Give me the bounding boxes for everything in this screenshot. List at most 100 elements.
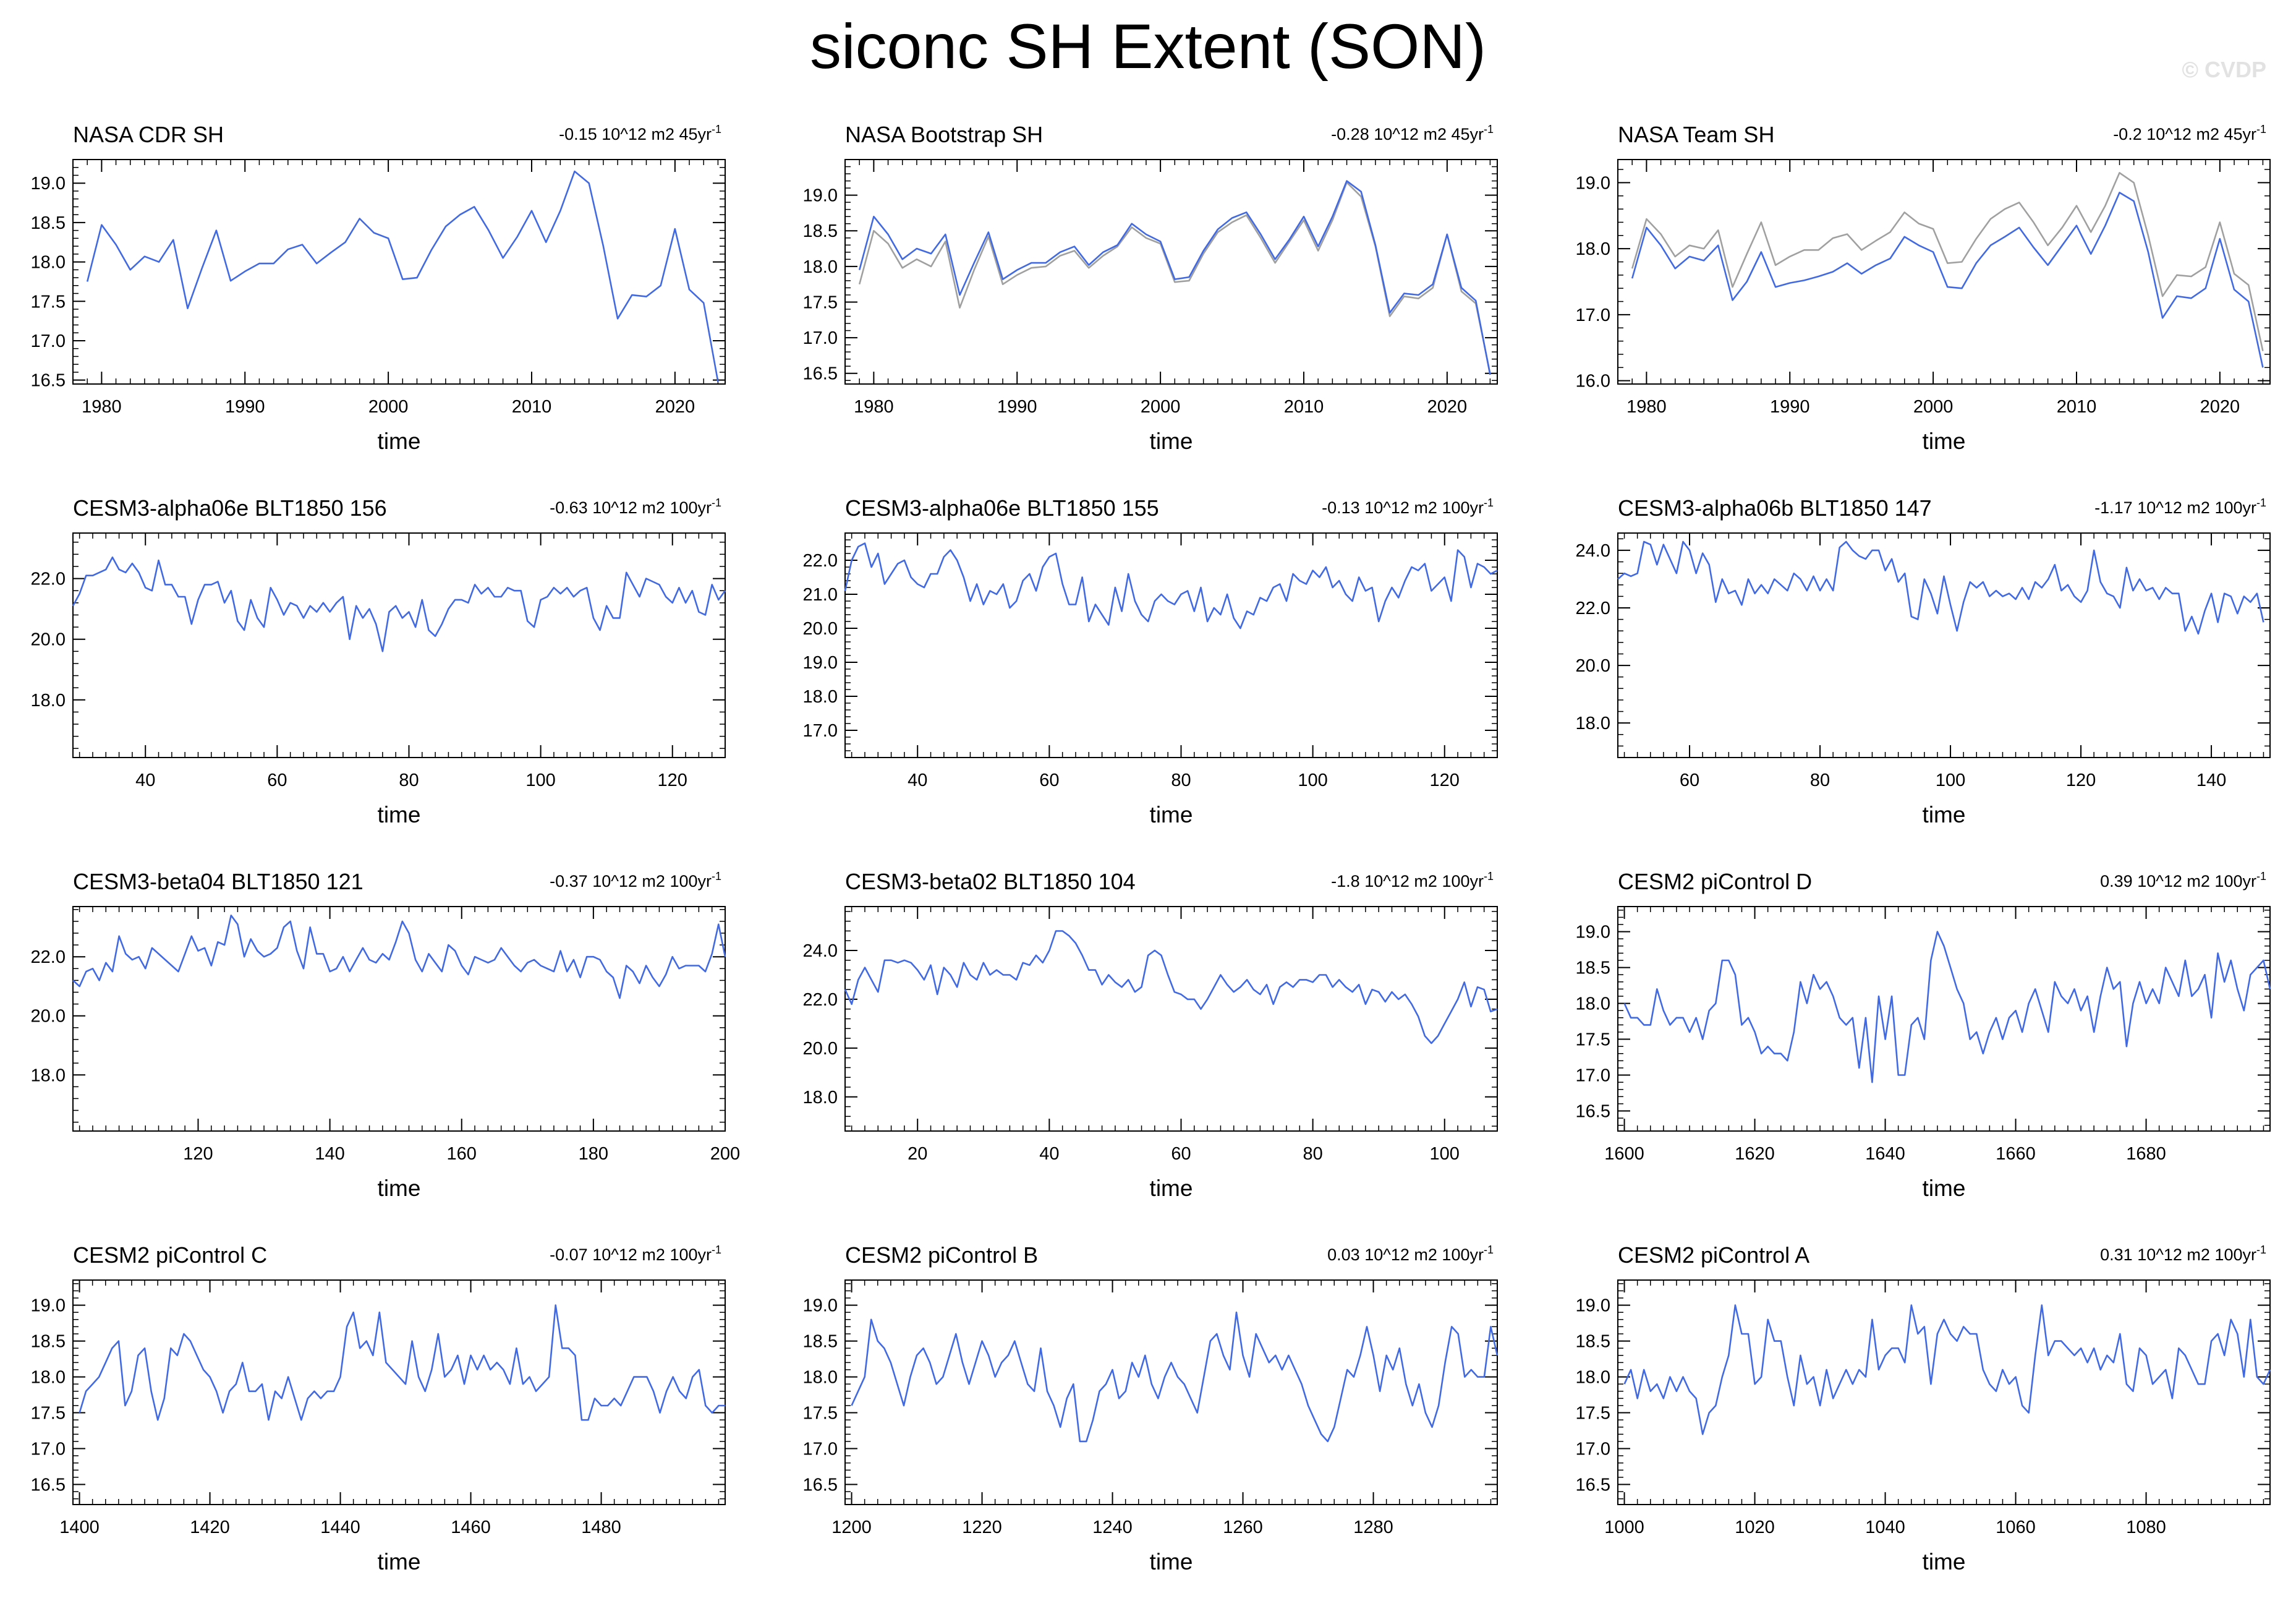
x-tick-label: 80 xyxy=(1303,1144,1322,1164)
x-axis-label: time xyxy=(378,1176,421,1201)
y-tick-label: 18.0 xyxy=(31,1368,66,1388)
plot-frame xyxy=(844,906,1498,1132)
x-tick-label: 1200 xyxy=(831,1518,872,1537)
trend-exponent: -1 xyxy=(1484,870,1494,882)
y-tick-label: 17.0 xyxy=(803,328,838,348)
x-tick-label: 1220 xyxy=(962,1518,1002,1537)
chart-panel-5: CESM3-alpha06e BLT1850 155 -0.13 10^12 m2… xyxy=(803,495,1498,827)
x-tick-label: 1660 xyxy=(1996,1144,2036,1164)
y-tick-label: 18.0 xyxy=(1576,1368,1610,1388)
y-tick-label: 20.0 xyxy=(803,1039,838,1059)
panel-title: CESM3-alpha06e BLT1850 156 xyxy=(73,495,387,521)
chart-panel-8: CESM3-beta02 BLT1850 104 -1.8 10^12 m2 10… xyxy=(803,869,1498,1201)
x-tick-label: 1040 xyxy=(1865,1518,1905,1537)
chart-panel-9: CESM2 piControl D 0.39 10^12 m2 100yr-1 16… xyxy=(1576,869,2271,1201)
trend-value: 0.03 10^12 m2 100yr xyxy=(1327,1245,1484,1264)
y-tick-label: 17.5 xyxy=(803,292,838,312)
y-tick-label: 18.5 xyxy=(803,221,838,241)
x-tick-label: 1240 xyxy=(1092,1518,1133,1537)
trend-value: -0.28 10^12 m2 45yr xyxy=(1331,125,1484,143)
axis-ticks xyxy=(845,1280,1497,1505)
y-tick-label: 19.0 xyxy=(31,1296,66,1316)
x-tick-label: 2010 xyxy=(2057,397,2097,417)
plot-frame xyxy=(72,1279,726,1505)
axis-ticks xyxy=(845,907,1498,1131)
x-tick-label: 1620 xyxy=(1735,1144,1775,1164)
series-line-1 xyxy=(79,1304,725,1421)
x-tick-label: 2020 xyxy=(2200,397,2240,417)
x-tick-label: 1990 xyxy=(1770,397,1810,417)
x-tick-label: 1020 xyxy=(1735,1518,1775,1537)
x-tick-label: 1400 xyxy=(59,1518,100,1537)
y-tick-label: 19.0 xyxy=(1576,173,1610,193)
x-axis-label: time xyxy=(1923,429,1966,454)
x-tick-label: 1000 xyxy=(1604,1518,1644,1537)
plot-frame xyxy=(72,532,726,758)
trend-value: 0.39 10^12 m2 100yr xyxy=(2100,872,2256,890)
series-line-1 xyxy=(844,542,1498,630)
y-tick-label: 17.5 xyxy=(31,292,66,312)
x-tick-label: 1640 xyxy=(1865,1144,1905,1164)
y-tick-label: 17.5 xyxy=(1576,1404,1610,1424)
watermark: © CVDP xyxy=(2182,57,2266,82)
y-tick-label: 16.5 xyxy=(1576,1102,1610,1122)
series-line-1 xyxy=(1623,1304,2271,1435)
x-tick-label: 40 xyxy=(1039,1144,1059,1164)
x-axis-label: time xyxy=(1923,1549,1966,1574)
axis-ticks xyxy=(73,907,726,1131)
panel-title: CESM2 piControl C xyxy=(73,1242,267,1268)
plot-frame xyxy=(844,1279,1498,1505)
plot-frame xyxy=(1617,1279,2271,1505)
x-tick-label: 120 xyxy=(1430,771,1460,790)
x-axis-label: time xyxy=(378,429,421,454)
x-tick-label: 2020 xyxy=(1427,397,1468,417)
trend-value: -0.63 10^12 m2 100yr xyxy=(550,498,712,517)
x-axis-label: time xyxy=(1150,429,1193,454)
x-axis-label: time xyxy=(1923,1176,1966,1201)
x-tick-label: 2000 xyxy=(368,397,409,417)
y-tick-label: 18.0 xyxy=(1576,714,1610,733)
trend-exponent: -1 xyxy=(712,497,721,509)
trend-label: 0.03 10^12 m2 100yr-1 xyxy=(1327,1244,1494,1264)
x-tick-label: 100 xyxy=(1936,771,1965,790)
x-tick-label: 1080 xyxy=(2126,1518,2166,1537)
trend-label: 0.31 10^12 m2 100yr-1 xyxy=(2100,1244,2266,1264)
chart-panel-12: CESM2 piControl A 0.31 10^12 m2 100yr-1 10… xyxy=(1576,1242,2271,1574)
series-line-1 xyxy=(1617,540,2264,635)
axis-ticks xyxy=(1617,160,2270,384)
plot-frame xyxy=(1617,906,2271,1132)
series-line-1 xyxy=(72,915,726,999)
y-tick-label: 22.0 xyxy=(1576,599,1610,618)
y-tick-label: 22.0 xyxy=(31,570,66,589)
series-line-1 xyxy=(72,556,726,652)
x-tick-label: 40 xyxy=(908,771,927,790)
panel-title: CESM3-alpha06e BLT1850 155 xyxy=(845,495,1159,521)
y-tick-label: 18.0 xyxy=(803,687,838,707)
chart-panel-4: CESM3-alpha06e BLT1850 156 -0.63 10^12 m2… xyxy=(31,495,726,827)
y-tick-label: 16.5 xyxy=(803,364,838,384)
x-axis-label: time xyxy=(1923,802,1966,827)
x-tick-label: 180 xyxy=(579,1144,608,1164)
plot-frame xyxy=(844,532,1498,758)
panel-title: CESM3-beta04 BLT1850 121 xyxy=(73,869,364,894)
y-tick-label: 21.0 xyxy=(803,585,838,605)
x-tick-label: 2010 xyxy=(1284,397,1324,417)
x-tick-label: 1680 xyxy=(2126,1144,2166,1164)
y-tick-label: 18.0 xyxy=(31,1065,66,1085)
y-tick-label: 24.0 xyxy=(803,941,838,961)
y-tick-label: 18.0 xyxy=(803,1088,838,1108)
trend-value: -0.2 10^12 m2 45yr xyxy=(2113,125,2256,143)
x-tick-label: 1260 xyxy=(1223,1518,1263,1537)
y-tick-label: 18.0 xyxy=(1576,239,1610,259)
y-tick-label: 18.0 xyxy=(803,257,838,277)
y-tick-label: 17.5 xyxy=(803,1404,838,1424)
x-tick-label: 60 xyxy=(1680,771,1699,790)
y-tick-label: 19.0 xyxy=(1576,1296,1610,1316)
x-axis-label: time xyxy=(1150,1176,1193,1201)
y-tick-label: 17.0 xyxy=(803,721,838,741)
axis-ticks xyxy=(72,159,725,384)
plot-frame xyxy=(844,159,1498,385)
x-tick-label: 60 xyxy=(267,771,287,790)
chart-panel-10: CESM2 piControl C -0.07 10^12 m2 100yr-1 1… xyxy=(31,1242,726,1574)
plot-frame xyxy=(1617,159,2271,385)
